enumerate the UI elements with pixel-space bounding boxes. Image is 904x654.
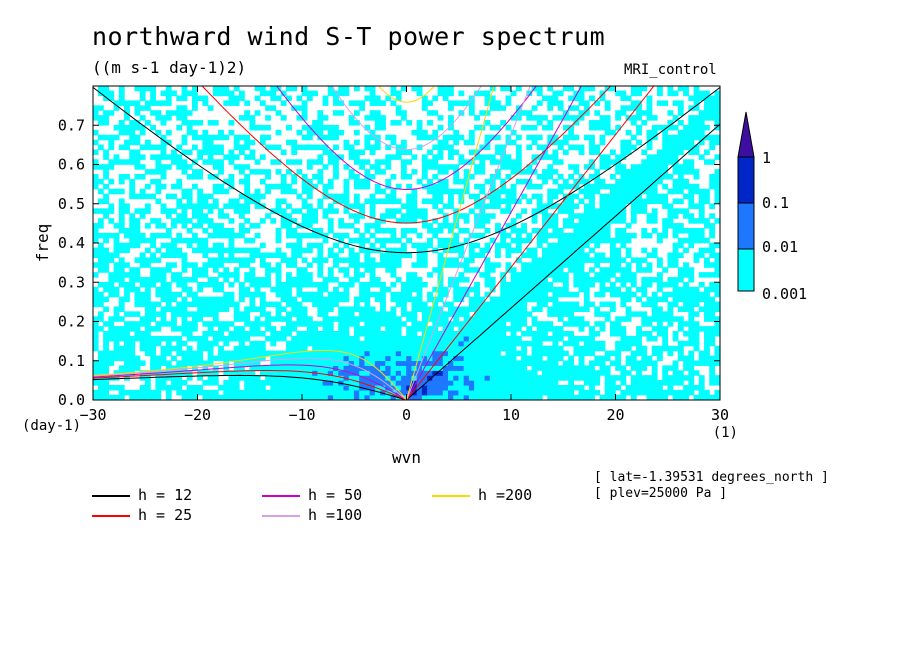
- colorbar-label-0.01: 0.01: [762, 238, 799, 256]
- legend-label: h = 12: [138, 486, 193, 504]
- x-axis-label: wvn: [392, 448, 421, 467]
- y-tick-label: 0.5: [58, 195, 85, 213]
- rossby-curve-h200: [93, 349, 407, 400]
- y-axis-label: freq: [33, 224, 52, 263]
- x-tick-label: 10: [502, 406, 520, 424]
- y-unit-label: (day-1): [22, 418, 81, 434]
- x-tick-label: 0: [402, 406, 411, 424]
- colorbar-label-0.001: 0.001: [762, 285, 808, 303]
- colorbar-label-0.1: 0.1: [762, 194, 790, 212]
- axes: −30 −20 −10 0 10 20 30 0.0 0.1 0.2 0.3 0.4 0.5 0.6 0.7…: [22, 86, 738, 467]
- colorbar-label-1: 1: [762, 149, 772, 167]
- ig-curve-h25: [201, 86, 612, 224]
- x-tick-label: 30: [711, 406, 729, 424]
- legend-label: h = 25: [138, 506, 193, 524]
- kelvin-curve-h50: [406, 86, 582, 400]
- colorbar-box-0.1: [737, 156, 755, 204]
- kelvin-curve-h200: [406, 86, 495, 400]
- ig-curve-h200: [378, 86, 435, 103]
- legend-label: h =200: [478, 486, 533, 504]
- colorbar-box-0.01: [737, 202, 755, 250]
- y-tick-label: 0.1: [58, 352, 85, 370]
- y-tick-label: 0.7: [58, 116, 85, 134]
- y-tick-label: 0.2: [58, 313, 85, 331]
- legend-swatch: [92, 495, 130, 497]
- colorbar: [737, 111, 755, 292]
- y-tick-label: 0.3: [58, 273, 85, 291]
- colorbar-triangle: [737, 111, 755, 158]
- pressure-level-info: [ plev=25000 Pa ]: [594, 486, 728, 501]
- legend-swatch: [262, 495, 300, 497]
- rossby-curve-h12: [93, 374, 407, 400]
- kelvin-curve-h12: [406, 123, 720, 400]
- x-unit-label: (1): [713, 425, 738, 441]
- y-tick-label: 0.0: [58, 391, 85, 409]
- legend-label: h = 50: [308, 486, 363, 504]
- x-tick-label: 20: [606, 406, 624, 424]
- ig-curve-h12: [93, 87, 720, 254]
- x-tick-label: −20: [184, 406, 211, 424]
- ig-curve-h100: [331, 86, 482, 151]
- rossby-curve-h25: [93, 370, 407, 400]
- legend-swatch: [432, 495, 470, 497]
- x-tick-label: −30: [79, 406, 106, 424]
- legend-swatch: [262, 515, 300, 517]
- kelvin-curve-h100: [406, 86, 531, 400]
- legend-swatch: [92, 515, 130, 517]
- ig-curve-h50: [276, 86, 537, 191]
- chart-title: northward wind S-T power spectrum: [92, 22, 606, 51]
- rossby-curve-h100: [93, 357, 407, 400]
- kelvin-curve-h25: [406, 86, 655, 400]
- x-tick-label: −10: [288, 406, 315, 424]
- y-tick-label: 0.6: [58, 156, 85, 174]
- y-tick-label: 0.4: [58, 234, 85, 252]
- legend-label: h =100: [308, 506, 363, 524]
- run-name: MRI_control: [624, 62, 717, 78]
- chart-units: ((m s-1 day-1)2): [92, 58, 247, 77]
- colorbar-box-0.001: [737, 248, 755, 292]
- power-field: [93, 86, 720, 400]
- rossby-curve-h50: [93, 364, 407, 400]
- latitude-info: [ lat=-1.39531 degrees_north ]: [594, 470, 829, 485]
- dispersion-curves: [93, 86, 720, 400]
